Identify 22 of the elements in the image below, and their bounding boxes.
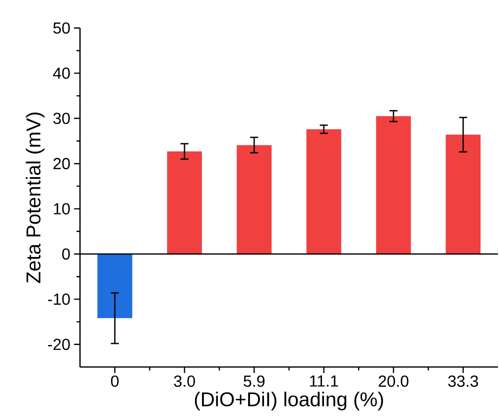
x-tick-label: 11.1 [310,376,338,387]
bar [167,151,202,254]
x-tick-label: 20.0 [378,376,408,387]
y-tick-label: 30 [53,112,70,124]
x-tick-label: 5.9 [244,376,265,387]
x-tick-label: 33.3 [448,376,478,387]
y-tick-label: 50 [53,22,70,34]
bar [306,129,342,254]
y-axis-title: Zeta Potential (mV) [26,112,44,284]
bar [97,254,132,318]
y-tick-label: 20 [53,158,70,170]
bar [376,116,411,254]
y-tick-label: -20 [48,338,70,350]
y-tick-label: 0 [62,248,70,260]
y-tick-label: 10 [54,203,70,214]
bar [446,134,481,254]
x-axis-title: (DiO+DiI) loading (%) [194,392,384,410]
y-tick-label: -10 [48,294,70,305]
x-tick-label: 3.0 [174,376,195,387]
x-tick-label: 0 [111,376,119,387]
bar [236,145,272,254]
y-tick-label: 40 [53,68,70,79]
